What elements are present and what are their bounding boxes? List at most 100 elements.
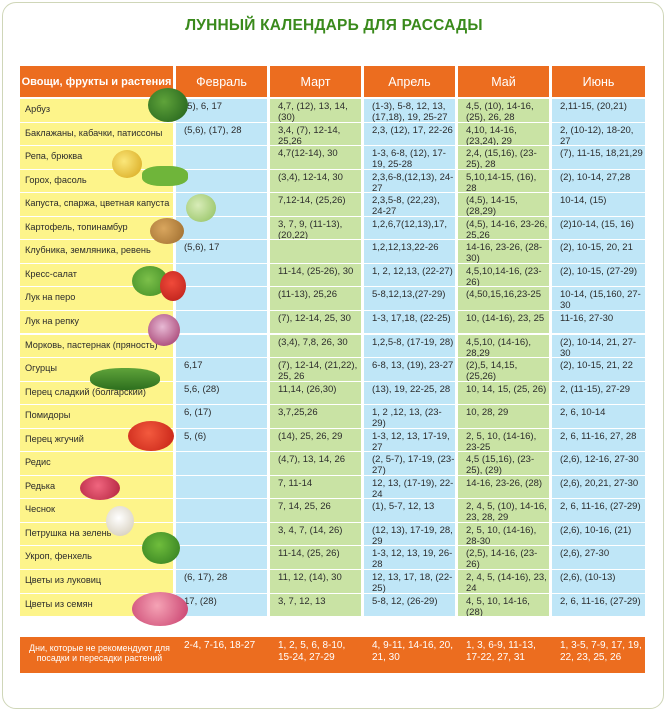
- cell-june: 10-14, (15,160, 27-30: [552, 287, 645, 311]
- cell-march: (4,7), 13, 14, 26: [270, 452, 361, 476]
- row-divider: [20, 451, 645, 453]
- cell-may: (4,5), 14-15, (28,29): [458, 193, 549, 217]
- row-name: Картофель, топинамбур: [20, 216, 173, 241]
- strawberry-illustration: [160, 271, 186, 301]
- cell-may: 4,5,10, (14-16), 28,29: [458, 334, 549, 359]
- cell-may: 5,10,14-15, (16), 28: [458, 169, 549, 194]
- cell-march: 4,7(12-14), 30: [270, 146, 361, 170]
- footer-cell-june: 1, 3-5, 7-9, 17, 19, 22, 23, 25, 26: [560, 640, 642, 663]
- footer-cell-may: 1, 3, 6-9, 11-13, 17-22, 27, 31: [466, 640, 536, 663]
- cell-june: 2, 6, 10-14: [552, 405, 645, 429]
- row-divider: [20, 239, 645, 241]
- row-name: Клубника, земляника, ревень: [20, 240, 173, 264]
- row-divider: [20, 474, 645, 476]
- table-row: Редис (4,7), 13, 14, 26 (2, 5-7), 17-19, (…: [20, 452, 645, 476]
- table-row: Чеснок 7, 14, 25, 26 (1), 5-7, 12, 13 2, 4,…: [20, 499, 645, 523]
- cell-may: 4,5,10,14-16, (23-26): [458, 263, 549, 288]
- row-divider: [20, 168, 645, 170]
- cell-march: 11,14, (26,30): [270, 381, 361, 406]
- cell-april: 1, 2 ,12, 13, (23-29): [364, 405, 455, 429]
- table-row: Капуста, спаржа, цветная капуста 7,12-14,…: [20, 193, 645, 217]
- cell-march: 7, 14, 25, 26: [270, 499, 361, 523]
- header-month-may: Май: [458, 66, 549, 97]
- cell-may: 2, 4, 5, (10), 14-16, 23, 28, 29: [458, 499, 549, 523]
- table-row: Горох, фасоль (3,4), 12-14, 30 2,3,6-8,(12…: [20, 169, 645, 194]
- cell-march: (3,4), 7,8, 26, 30: [270, 334, 361, 359]
- header-first-column: Овощи, фрукты и растения: [20, 66, 173, 97]
- cell-may: 10, (14-16), 23, 25: [458, 310, 549, 335]
- table-row: Помидоры 6, (17) 3,7,25,26 1, 2 ,12, 13, (2…: [20, 405, 645, 429]
- cell-april: 5-8,12,13,(27-29): [364, 287, 455, 311]
- tomato-illustration: [128, 421, 174, 451]
- turnip-illustration: [112, 150, 142, 178]
- cell-june: (2,6), 12-16, 27-30: [552, 452, 645, 476]
- cell-february: (5,6), 17: [176, 240, 267, 264]
- row-divider: [20, 568, 645, 570]
- cell-april: 1, 2, 12,13, (22-27): [364, 263, 455, 288]
- cell-march: (11-13), 25,26: [270, 287, 361, 311]
- header-month-february: Февраль: [176, 66, 267, 97]
- cell-february: [176, 146, 267, 170]
- cell-may: 2,4, (15,16), (23-25), 28: [458, 146, 549, 170]
- cell-february: [176, 334, 267, 359]
- footer-cell-march: 1, 2, 5, 6, 8-10, 15-24, 27-29: [278, 640, 346, 663]
- cell-march: 7,12-14, (25,26): [270, 193, 361, 217]
- row-name: Капуста, спаржа, цветная капуста: [20, 193, 173, 217]
- row-divider: [20, 616, 645, 618]
- table-row: Кресс-салат 11-14, (25-26), 30 1, 2, 12,13…: [20, 263, 645, 288]
- cell-march: 11-14, (25-26), 30: [270, 263, 361, 288]
- cell-june: (2,6), 20,21, 27-30: [552, 475, 645, 500]
- cell-june: 2, (11-15), 27-29: [552, 381, 645, 406]
- footer-row: Дни, которые не рекомендуют для посадки …: [20, 637, 645, 673]
- row-name: Петрушка на зелень: [20, 522, 173, 547]
- cell-may: 2, 5, 10, (14-16), 28-30: [458, 522, 549, 547]
- header-month-june: Июнь: [552, 66, 645, 97]
- cell-may: 4,5, (10), 14-16, (25), 26, 28: [458, 99, 549, 123]
- row-divider: [20, 380, 645, 382]
- cell-may: (2,5), 14-16, (23-26): [458, 546, 549, 570]
- row-name: Баклажаны, кабачки, патиссоны: [20, 122, 173, 147]
- flowers-illustration: [132, 592, 188, 626]
- cell-february: [176, 169, 267, 194]
- cell-june: (2), 10-14, 27,28: [552, 169, 645, 194]
- cell-march: 3,4, (7), 12-14, 25,26: [270, 122, 361, 147]
- row-divider: [20, 521, 645, 523]
- row-divider: [20, 145, 645, 147]
- table-row: Лук на перо (11-13), 25,26 5-8,12,13,(27-2…: [20, 287, 645, 311]
- cell-february: 5, (6): [176, 428, 267, 453]
- cell-june: 2, 6, 11-16, (27-29): [552, 499, 645, 523]
- cell-may: 14-16, 23-26, (28): [458, 475, 549, 500]
- cell-february: [176, 310, 267, 335]
- cell-february: [176, 263, 267, 288]
- row-divider: [20, 286, 645, 288]
- cell-may: (4,50,15,16,23-25: [458, 287, 549, 311]
- row-name: Чеснок: [20, 499, 173, 523]
- cell-february: (6, 17), 28: [176, 570, 267, 594]
- onion-illustration: [148, 314, 180, 346]
- table-row: Петрушка на зелень 3, 4, 7, (14, 26) (12, …: [20, 522, 645, 547]
- cell-february: 17, (28): [176, 593, 267, 618]
- cell-february: [176, 546, 267, 570]
- footer-cell-april: 4, 9-11, 14-16, 20, 21, 30: [372, 640, 453, 663]
- cell-june: 2,11-15, (20,21): [552, 99, 645, 123]
- cell-april: 1,2,5-8, (17-19, 28): [364, 334, 455, 359]
- cell-february: 5,6, (28): [176, 381, 267, 406]
- row-name: Укроп, фенхель: [20, 546, 173, 570]
- row-divider: [20, 404, 645, 406]
- row-divider: [20, 309, 645, 311]
- cell-march: 3, 4, 7, (14, 26): [270, 522, 361, 547]
- cell-june: (2,6), (10-13): [552, 570, 645, 594]
- cell-february: [176, 499, 267, 523]
- cell-may: 4, 5, 10, 14-16, (28): [458, 593, 549, 618]
- cell-may: 4,5 (15,16), (23-25), (29): [458, 452, 549, 476]
- cell-may: 14-16, 23-26, (28-30): [458, 240, 549, 264]
- cell-june: 2, (10-12), 18-20, 27: [552, 122, 645, 147]
- radish-illustration: [80, 476, 120, 500]
- watermelon-illustration: [148, 88, 188, 122]
- cell-may: 10, 28, 29: [458, 405, 549, 429]
- row-name: Репа, брюква: [20, 146, 173, 170]
- cell-may: (4,5), 14-16, 23-26, 25,26: [458, 216, 549, 241]
- cell-april: 1-3, 12, 13, 17-19, 27: [364, 428, 455, 453]
- cell-june: 2, 6, 11-16, (27-29): [552, 593, 645, 618]
- cell-february: (5), 6, 17: [176, 99, 267, 123]
